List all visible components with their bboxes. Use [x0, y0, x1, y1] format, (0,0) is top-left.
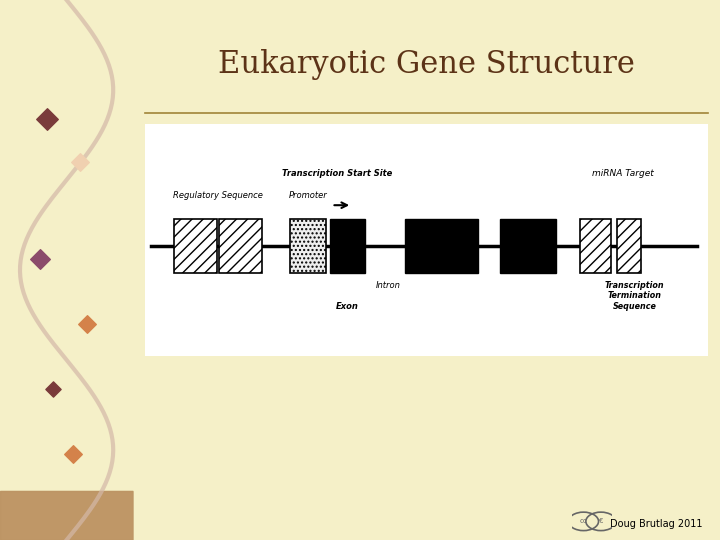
Text: Transcription Start Site: Transcription Start Site [282, 169, 392, 178]
Text: Transcription
Termination
Sequence: Transcription Termination Sequence [605, 281, 665, 310]
Text: Doug Brutlag 2011: Doug Brutlag 2011 [610, 519, 703, 529]
Bar [405, 219, 478, 273]
Bar [220, 219, 261, 273]
Text: Promoter: Promoter [289, 191, 328, 200]
Text: cc: cc [580, 518, 588, 524]
Point [48, 384, 59, 393]
Text: €: € [598, 518, 603, 524]
Bar [145, 124, 708, 356]
Point [74, 158, 86, 166]
Text: Exon: Exon [336, 302, 359, 312]
Text: Intron: Intron [376, 281, 401, 290]
Bar [0, 491, 133, 540]
Bar [500, 219, 556, 273]
Bar [174, 219, 217, 273]
Bar [617, 219, 642, 273]
Text: miRNA Target: miRNA Target [593, 169, 654, 178]
Point [68, 449, 79, 458]
Point [81, 320, 92, 328]
Text: Regulatory Sequence: Regulatory Sequence [173, 191, 263, 200]
Bar [330, 219, 365, 273]
Point [34, 255, 46, 264]
Text: Eukaryotic Gene Structure: Eukaryotic Gene Structure [218, 49, 635, 80]
Bar [290, 219, 325, 273]
Bar [580, 219, 611, 273]
Point [41, 114, 53, 123]
